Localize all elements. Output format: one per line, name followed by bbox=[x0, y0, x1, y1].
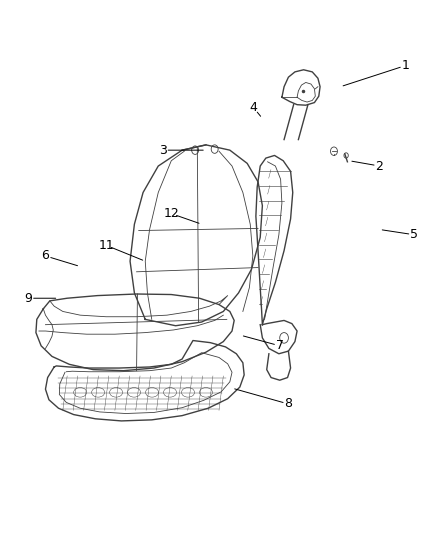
Text: 6: 6 bbox=[42, 249, 49, 262]
Text: 11: 11 bbox=[98, 239, 114, 252]
Text: 9: 9 bbox=[24, 292, 32, 305]
Text: 2: 2 bbox=[375, 159, 383, 173]
Text: 7: 7 bbox=[276, 340, 284, 352]
Text: 3: 3 bbox=[159, 144, 166, 157]
Text: 4: 4 bbox=[250, 101, 258, 115]
Text: 1: 1 bbox=[402, 59, 410, 72]
Text: 5: 5 bbox=[410, 228, 418, 241]
Text: 8: 8 bbox=[284, 398, 293, 410]
Text: 12: 12 bbox=[163, 207, 179, 220]
